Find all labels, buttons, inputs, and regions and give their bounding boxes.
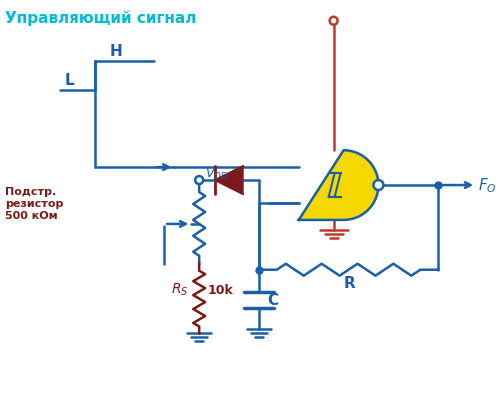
Circle shape (374, 180, 384, 190)
Text: $R_S$: $R_S$ (172, 282, 189, 298)
Text: H: H (110, 44, 122, 58)
Text: $V_{DD}$: $V_{DD}$ (205, 167, 229, 182)
Text: R: R (344, 276, 355, 291)
Text: Подстр.
резистор
500 кОм: Подстр. резистор 500 кОм (5, 187, 64, 220)
Circle shape (195, 176, 203, 184)
Polygon shape (299, 150, 378, 220)
Circle shape (330, 17, 338, 25)
Text: 10k: 10k (207, 284, 233, 297)
Text: Управляющий сигнал: Управляющий сигнал (5, 10, 196, 26)
Text: C: C (267, 292, 278, 308)
Polygon shape (215, 166, 243, 194)
Text: $F_O$: $F_O$ (478, 176, 496, 195)
Text: L: L (64, 74, 74, 88)
